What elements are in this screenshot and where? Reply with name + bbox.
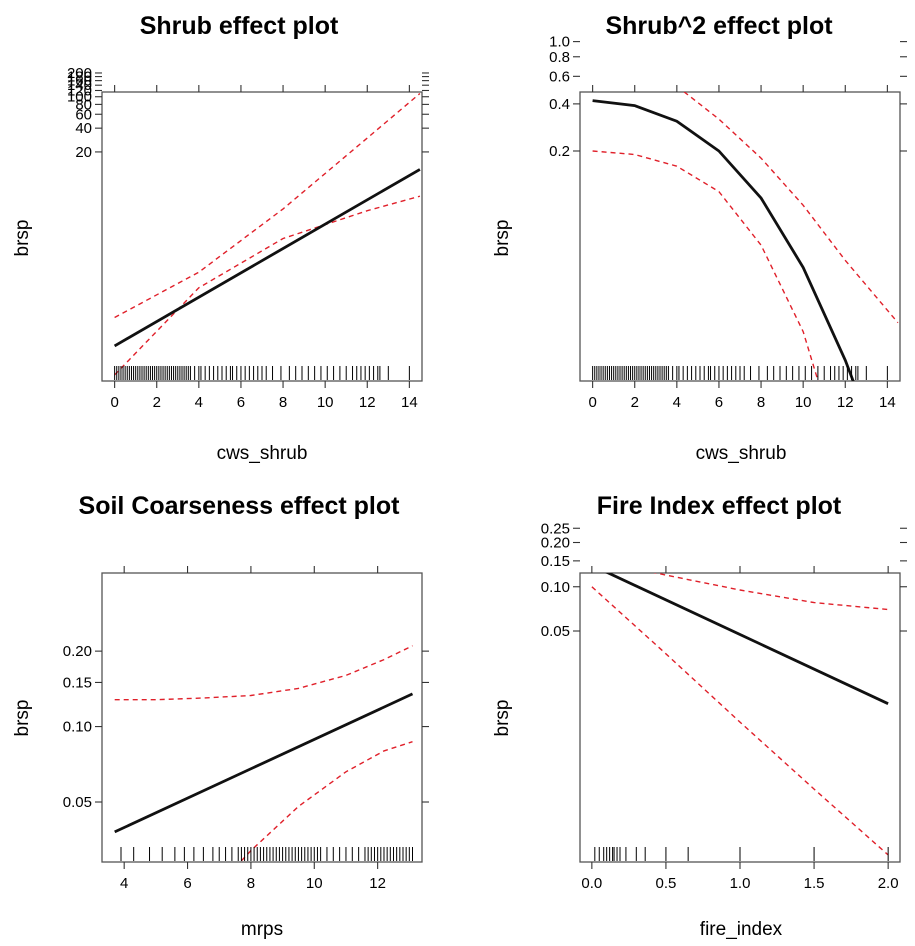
y-tick-label: 0.15 — [541, 553, 570, 570]
fitted-effect-line — [592, 99, 855, 381]
plot-frame — [579, 91, 901, 382]
y-tick-label: 160 — [67, 73, 92, 90]
lower-confidence-line — [239, 741, 413, 862]
panel-title: Fire Index effect plot — [597, 492, 842, 520]
y-tick-label: 0.20 — [541, 535, 570, 552]
series-group — [592, 92, 899, 381]
panel-title: Shrub^2 effect plot — [605, 12, 833, 40]
x-axis-label: mrps — [241, 919, 283, 940]
y-tick-label: 200 — [67, 65, 92, 82]
y-tick-label: 180 — [67, 69, 92, 86]
y-tick-label: 0.6 — [549, 68, 570, 85]
y-axis-label: brsp — [492, 220, 513, 257]
lower-confidence-line — [591, 586, 889, 856]
y-tick-label: 0.20 — [63, 643, 92, 660]
plot-frame — [101, 572, 423, 863]
x-tick-label: 10 — [306, 875, 323, 892]
x-tick-label: 4 — [673, 394, 681, 411]
series-marks: 0.0 0.5 1.0 1.5 2.0 0.05 0.10 0.150.200.25 — [541, 520, 907, 892]
x-tick-label: 8 — [247, 875, 255, 892]
series-group — [114, 645, 414, 862]
upper-confidence-line — [114, 645, 413, 701]
x-tick-label: 12 — [369, 875, 386, 892]
x-tick-label: 6 — [715, 394, 723, 411]
x-tick-label: 0 — [588, 394, 596, 411]
x-tick-label: 6 — [237, 394, 245, 411]
x-tick-label: 6 — [183, 875, 191, 892]
y-tick-label: 0.25 — [541, 520, 570, 537]
x-tick-label: 0.5 — [655, 875, 676, 892]
panel-title: Shrub effect plot — [140, 12, 339, 40]
x-tick-label: 12 — [359, 394, 376, 411]
y-tick-label: 40 — [75, 120, 92, 137]
x-tick-label: 12 — [837, 394, 854, 411]
lower-confidence-line — [592, 150, 819, 381]
fitted-effect-line — [605, 573, 889, 705]
y-tick-label: 0.15 — [63, 674, 92, 691]
fitted-effect-line — [113, 168, 421, 348]
y-tick-label: 20 — [75, 144, 92, 161]
series-group — [113, 92, 421, 376]
x-tick-label: 8 — [279, 394, 287, 411]
x-tick-label: 2.0 — [878, 875, 899, 892]
y-tick-label: 80 — [75, 96, 92, 113]
soil-coarseness-effect-panel: Soil Coarseness effect plot mrps brsp 4 6… — [12, 492, 429, 940]
y-tick-label: 120 — [67, 82, 92, 99]
y-tick-label: 100 — [67, 89, 92, 106]
y-axis-label: brsp — [12, 700, 33, 737]
shrub-effect-panel: Shrub effect plot cws_shrub brsp 0 2 4 6 8 10… — [12, 12, 429, 464]
y-tick-label: 140 — [67, 77, 92, 94]
y-tick-label: 0.8 — [549, 49, 570, 66]
plot-frame — [579, 572, 901, 863]
x-tick-label: 1.0 — [730, 875, 751, 892]
x-tick-label: 10 — [795, 394, 812, 411]
shrub-squared-effect-panel: Shrub^2 effect plot cws_shrub brsp 0 2 4 6 8… — [492, 12, 907, 464]
x-tick-label: 14 — [879, 394, 896, 411]
x-tick-label: 14 — [401, 394, 418, 411]
x-axis-label: cws_shrub — [217, 443, 308, 464]
y-tick-label: 0.2 — [549, 143, 570, 160]
x-tick-label: 2 — [631, 394, 639, 411]
y-tick-label: 0.4 — [549, 96, 570, 113]
x-tick-label: 0 — [110, 394, 118, 411]
x-tick-label: 8 — [757, 394, 765, 411]
lower-confidence-line — [114, 195, 421, 376]
x-tick-label: 2 — [153, 394, 161, 411]
panel-title: Soil Coarseness effect plot — [79, 492, 401, 520]
series-marks: 4 6 8 10 12 0.05 0.10 0.15 0.20 — [63, 566, 429, 892]
series-group — [591, 573, 889, 856]
x-tick-label: 1.5 — [804, 875, 825, 892]
y-tick-label: 0.05 — [541, 623, 570, 640]
x-tick-label: 0.0 — [581, 875, 602, 892]
x-tick-label: 10 — [317, 394, 334, 411]
x-tick-label: 4 — [195, 394, 203, 411]
x-tick-label: 4 — [120, 875, 128, 892]
y-tick-label: 1.0 — [549, 34, 570, 51]
x-axis-label: cws_shrub — [696, 443, 787, 464]
plot-frame — [101, 91, 423, 382]
upper-confidence-line — [683, 92, 899, 324]
x-axis-label: fire_index — [700, 919, 783, 940]
upper-confidence-line — [114, 92, 421, 319]
y-tick-label: 60 — [75, 106, 92, 123]
series-marks: 0 2 4 6 8 10 12 14 0.2 0.4 0.6 0.81.0 — [549, 34, 907, 411]
y-tick-label: 0.05 — [63, 794, 92, 811]
fitted-effect-line — [114, 692, 414, 834]
fire-index-effect-panel: Fire Index effect plot fire_index brsp 0… — [492, 492, 907, 940]
y-axis-label: brsp — [12, 220, 33, 257]
y-tick-label: 0.10 — [541, 579, 570, 596]
y-tick-label: 0.10 — [63, 719, 92, 736]
y-axis-label: brsp — [492, 700, 513, 737]
